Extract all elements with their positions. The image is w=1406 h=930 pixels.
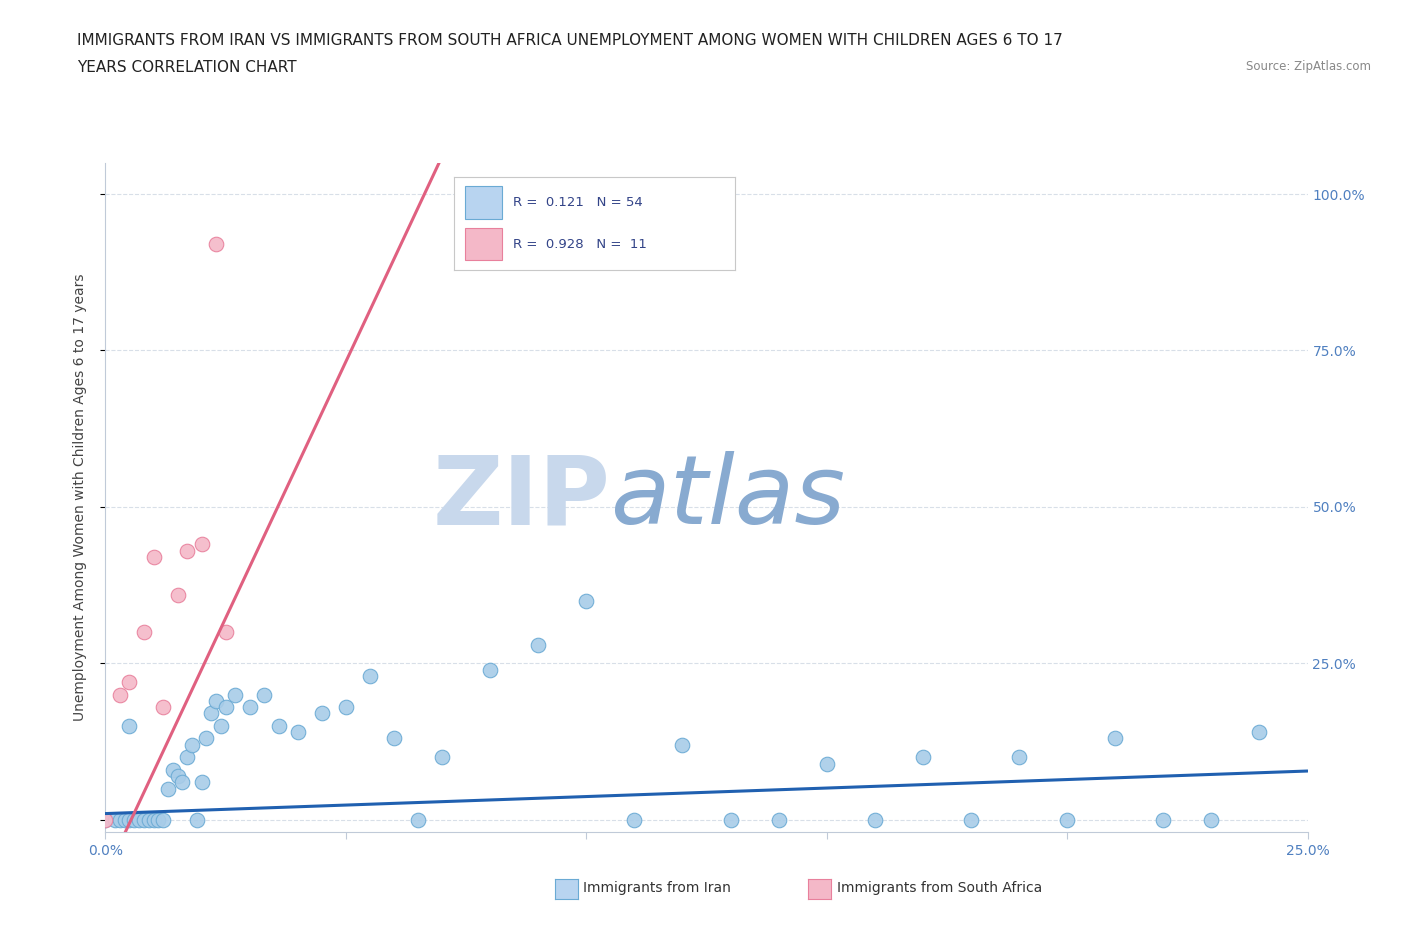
Point — [94, 813, 117, 828]
Point — [430, 750, 453, 764]
Point — [623, 813, 645, 828]
Point — [863, 813, 886, 828]
Point — [1056, 813, 1078, 828]
Point — [205, 694, 228, 709]
Text: Immigrants from South Africa: Immigrants from South Africa — [837, 881, 1042, 896]
Point — [190, 537, 212, 551]
Point — [311, 706, 333, 721]
Point — [152, 813, 174, 828]
Text: IMMIGRANTS FROM IRAN VS IMMIGRANTS FROM SOUTH AFRICA UNEMPLOYMENT AMONG WOMEN WI: IMMIGRANTS FROM IRAN VS IMMIGRANTS FROM … — [77, 33, 1063, 47]
Point — [209, 719, 232, 734]
Point — [1104, 731, 1126, 746]
Text: R =  0.121   N = 54: R = 0.121 N = 54 — [513, 196, 643, 208]
Point — [720, 813, 742, 828]
Point — [335, 699, 357, 714]
Point — [190, 775, 212, 790]
Point — [132, 813, 155, 828]
Point — [124, 813, 146, 828]
Text: atlas: atlas — [610, 451, 845, 544]
Point — [359, 669, 381, 684]
Point — [911, 750, 934, 764]
Text: ZIP: ZIP — [433, 451, 610, 544]
Point — [527, 637, 550, 652]
Point — [114, 813, 136, 828]
Point — [94, 813, 117, 828]
Point — [768, 813, 790, 828]
Point — [960, 813, 983, 828]
Text: Immigrants from Iran: Immigrants from Iran — [583, 881, 731, 896]
Point — [142, 550, 165, 565]
Text: YEARS CORRELATION CHART: YEARS CORRELATION CHART — [77, 60, 297, 75]
Point — [138, 813, 160, 828]
Point — [104, 813, 127, 828]
Point — [671, 737, 693, 752]
Point — [287, 724, 309, 739]
Point — [253, 687, 276, 702]
Point — [239, 699, 262, 714]
Point — [166, 768, 188, 783]
Point — [176, 543, 198, 558]
Point — [1008, 750, 1031, 764]
Point — [267, 719, 290, 734]
Y-axis label: Unemployment Among Women with Children Ages 6 to 17 years: Unemployment Among Women with Children A… — [73, 273, 87, 722]
Point — [166, 587, 188, 602]
Point — [181, 737, 204, 752]
Point — [200, 706, 222, 721]
Text: Source: ZipAtlas.com: Source: ZipAtlas.com — [1246, 60, 1371, 73]
Point — [142, 813, 165, 828]
Point — [214, 625, 236, 640]
Bar — [465, 228, 502, 260]
Point — [575, 593, 598, 608]
Point — [148, 813, 170, 828]
Point — [815, 756, 838, 771]
Point — [1249, 724, 1271, 739]
Point — [406, 813, 429, 828]
Point — [195, 731, 218, 746]
Point — [186, 813, 208, 828]
Point — [1201, 813, 1223, 828]
Text: R =  0.928   N =  11: R = 0.928 N = 11 — [513, 238, 647, 250]
Point — [176, 750, 198, 764]
Point — [205, 236, 228, 251]
Bar — [465, 186, 502, 219]
Point — [118, 719, 141, 734]
Point — [118, 675, 141, 690]
Point — [224, 687, 246, 702]
Point — [172, 775, 194, 790]
Point — [382, 731, 405, 746]
Point — [128, 813, 150, 828]
Point — [132, 625, 155, 640]
Point — [162, 763, 184, 777]
Point — [214, 699, 236, 714]
Point — [108, 813, 131, 828]
Point — [156, 781, 179, 796]
Point — [1152, 813, 1174, 828]
Point — [108, 687, 131, 702]
Point — [152, 699, 174, 714]
Point — [479, 662, 502, 677]
Point — [118, 813, 141, 828]
